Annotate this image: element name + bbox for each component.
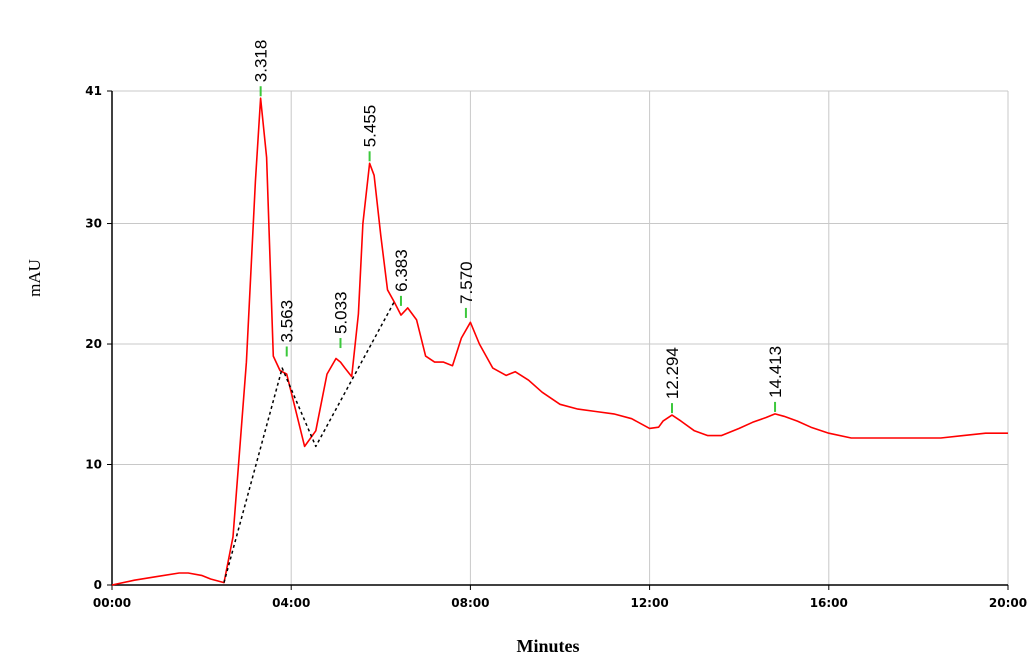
peak-label: 6.383 [392,249,411,292]
peak-label: 14.413 [766,346,785,398]
x-tick-label: 12:00 [630,596,668,610]
peak-labels: 3.318 3.563 5.033 5.455 6.383 7.570 12.294 14.4… [252,40,785,414]
x-tick-label: 00:00 [93,596,131,610]
y-tick-label: 20 [85,337,102,351]
series [111,97,1008,586]
peak-label: 3.318 [252,40,271,83]
y-tick-label: 30 [85,217,102,231]
axes [107,90,1009,590]
tick-labels: 00:00 04:00 08:00 12:00 16:00 20:00 0 10 20 30 41 [85,84,1027,610]
grid [112,90,1009,585]
y-axis-label: mAU [25,259,44,297]
y-tick-label: 10 [85,458,102,472]
x-axis-label: Minutes [517,636,580,656]
x-tick-label: 04:00 [272,596,310,610]
peak-label: 5.455 [361,105,380,148]
baseline-series-line [223,301,395,583]
y-tick-label: 0 [94,578,102,592]
signal-series-line [111,97,1008,586]
peak-label: 12.294 [663,347,682,399]
peak-label: 7.570 [457,261,476,304]
x-tick-label: 08:00 [451,596,489,610]
y-tick-label: 41 [85,84,102,98]
peak-label: 5.033 [331,292,350,335]
x-tick-label: 20:00 [989,596,1027,610]
peak-label: 3.563 [278,300,297,343]
x-tick-label: 16:00 [810,596,848,610]
